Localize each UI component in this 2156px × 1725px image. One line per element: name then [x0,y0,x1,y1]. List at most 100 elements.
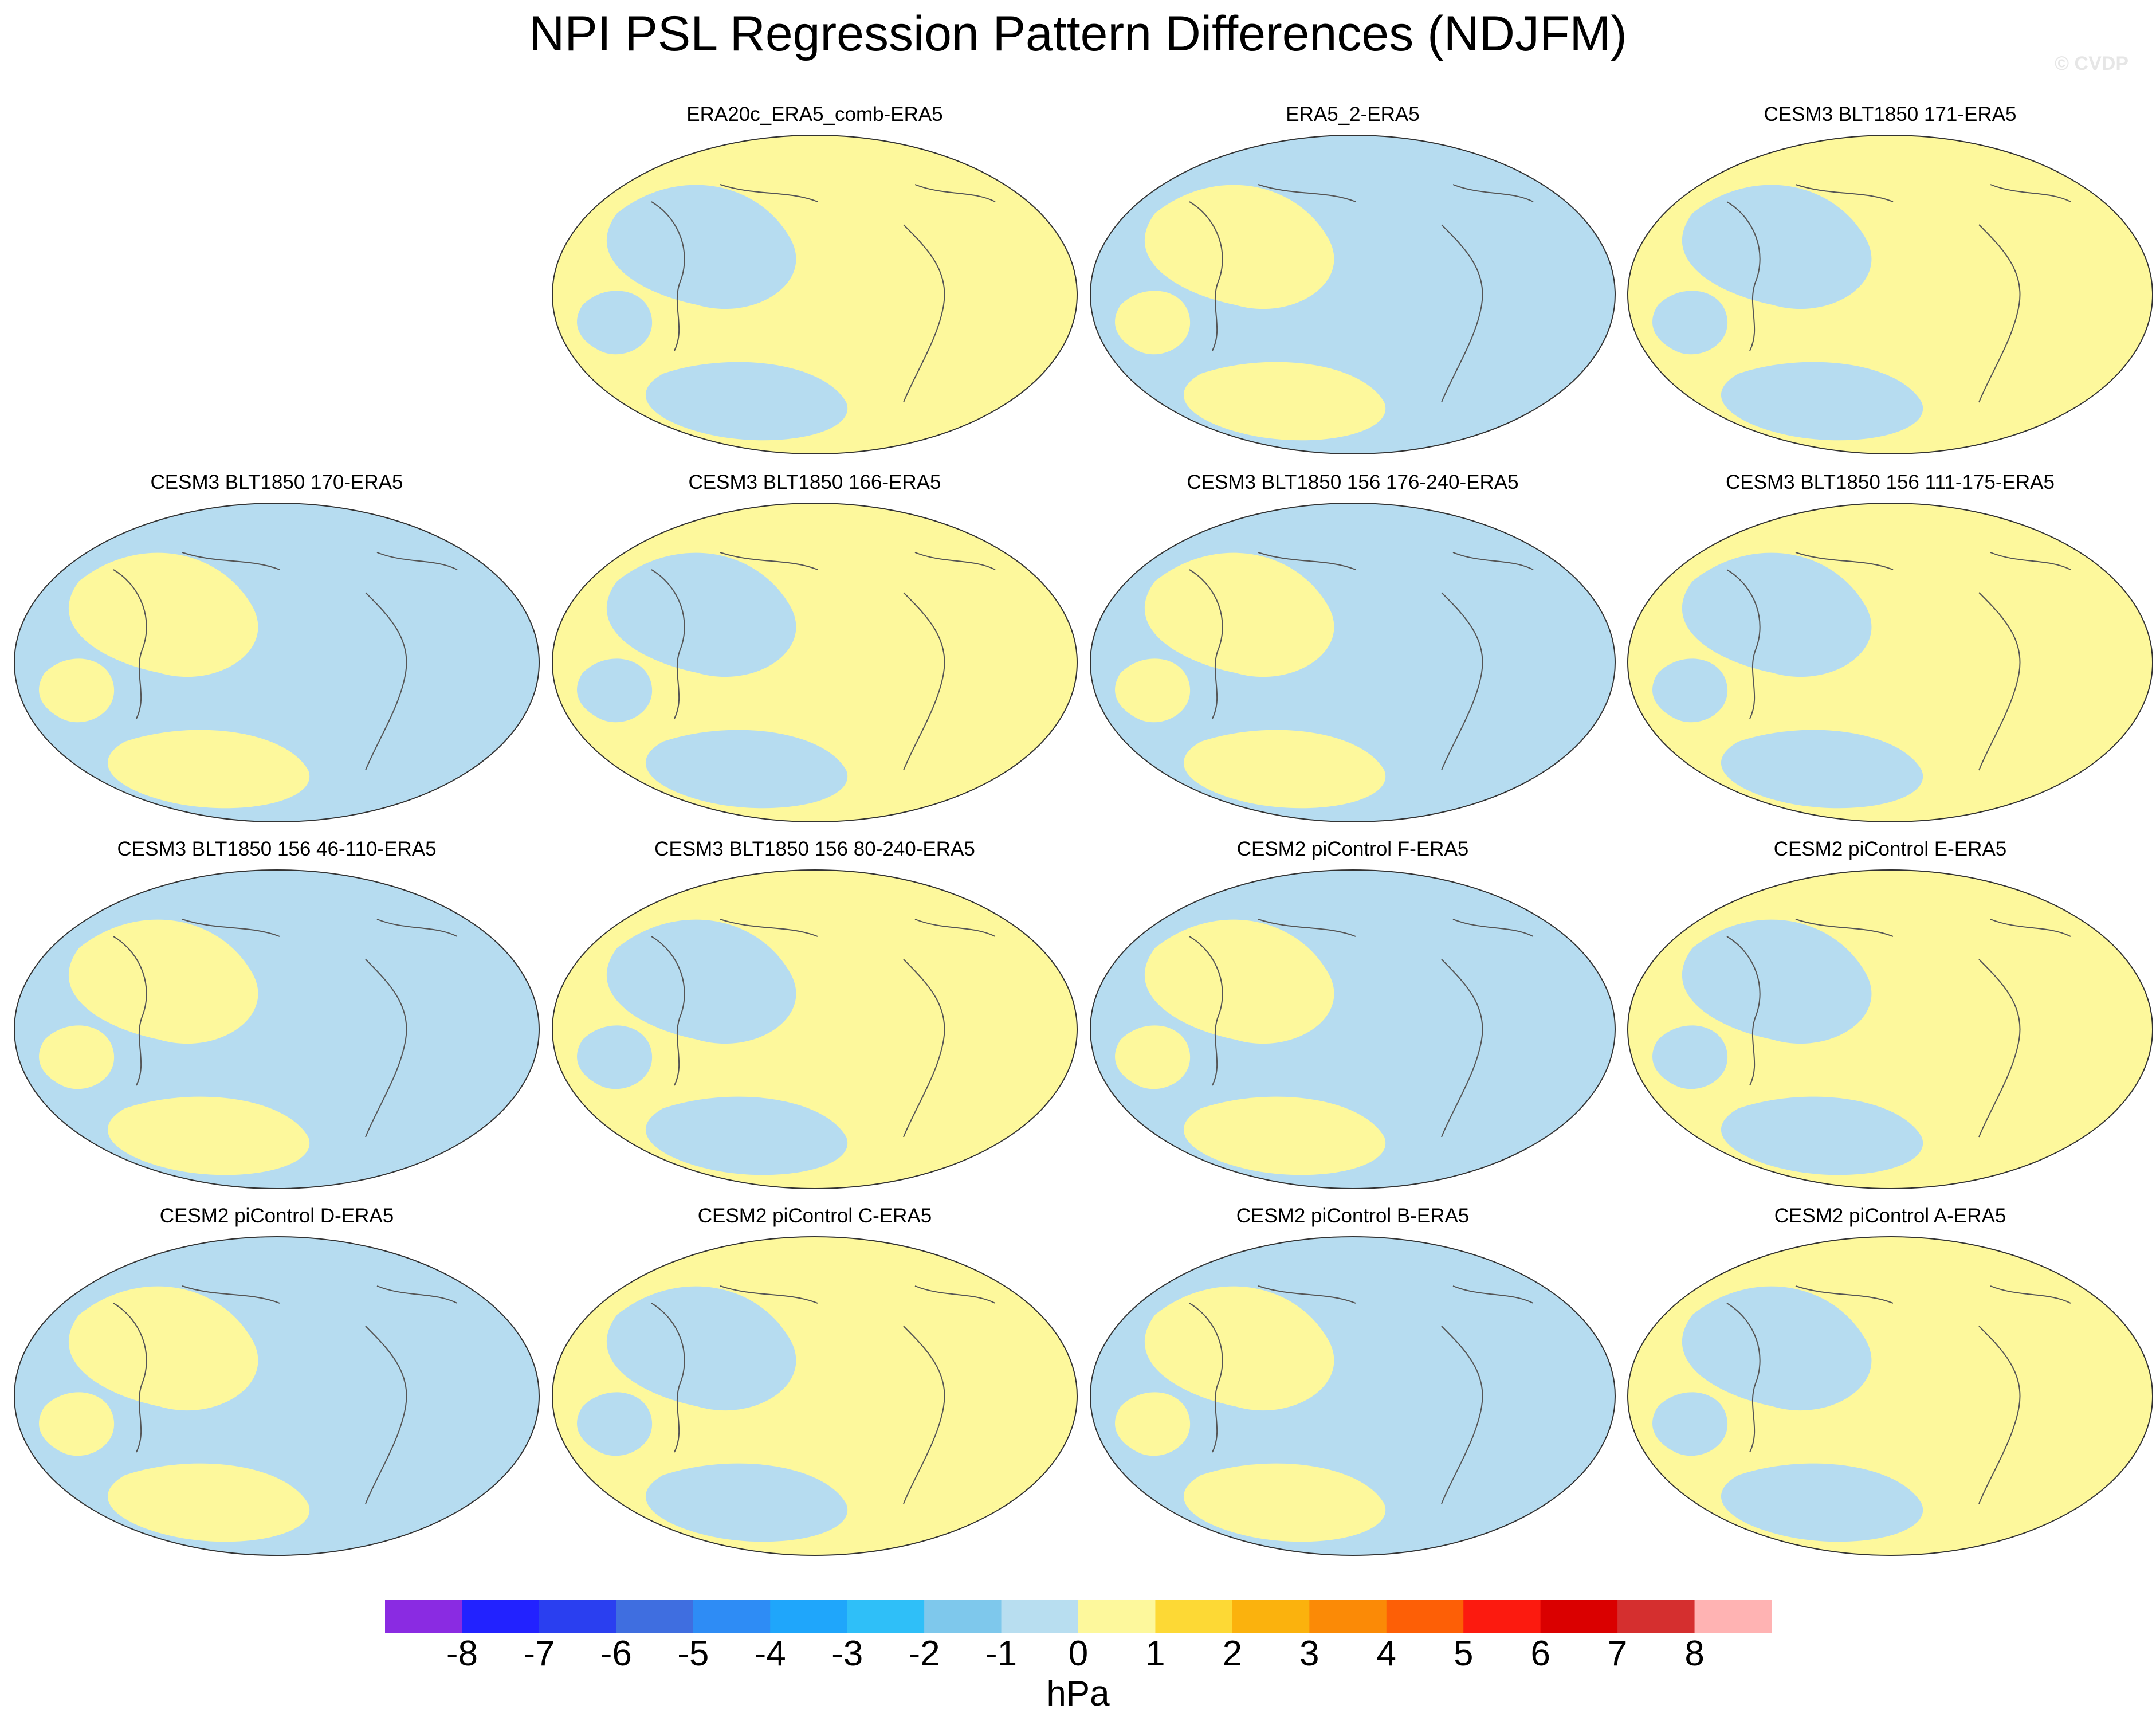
coastline [365,959,407,1138]
coastline [1258,184,1356,202]
contour-region [1682,919,1872,1044]
panel-title: CESM3 BLT1850 156 80-240-ERA5 [654,838,975,860]
contour-region [297,1020,472,1125]
coastline [113,1303,147,1453]
contour-region [1957,911,2083,970]
map-panel: CESM2 piControl C-ERA5 [548,1205,1081,1560]
coastline [1452,1285,1534,1304]
coastline [376,552,458,570]
colorbar-tick-label: -1 [985,1634,1018,1673]
coastline [1441,592,1483,771]
coastline [1441,224,1483,403]
contour-region [1115,658,1191,723]
coastline [903,959,945,1138]
contour-region [1419,911,1545,970]
globe-map [1090,1236,1616,1556]
coastline [113,569,147,719]
colorbar-swatch [847,1600,925,1633]
coastline [1978,959,2021,1138]
coastline [720,552,818,570]
contour-region [577,1392,653,1456]
colorbar-tick-label: -2 [908,1634,940,1673]
contour-region [1721,1463,1923,1542]
coastline [1441,959,1483,1138]
globe-outline [552,1236,1078,1556]
colorbar-tick-label: 0 [1068,1634,1089,1673]
contour-region [1115,291,1191,355]
contour-region [835,1020,1010,1125]
coastline [1452,184,1534,202]
contour-region [107,1463,310,1542]
globe-outline [552,503,1078,822]
map-panel: CESM2 piControl D-ERA5 [10,1205,543,1560]
contour-region [107,730,310,809]
contour-region [1419,1277,1545,1336]
panel-title: CESM2 piControl E-ERA5 [1773,838,2007,860]
panel-title: CESM3 BLT1850 156 176-240-ERA5 [1187,471,1519,493]
contour-region [1144,185,1334,309]
colorbar-tick-labels: -8 -7 -6 -5 -4 -3 -2 -1 0 1 2 3 4 5 6 7 8 [385,1633,1772,1679]
coastline [720,1285,818,1304]
contour-region [1682,1286,1872,1411]
coastline [365,1326,407,1504]
contour-region [1721,730,1923,809]
coastline [1452,552,1534,570]
map-panel: CESM3 BLT1850 156 46-110-ERA5 [10,838,543,1193]
contour-region [1373,285,1548,390]
contour-region [1115,1392,1191,1456]
contour-region [577,658,653,723]
colorbar-tick-label: -6 [600,1634,632,1673]
colorbar-tick-label: -7 [523,1634,555,1673]
coastline [651,201,685,351]
panel-title: CESM3 BLT1850 156 46-110-ERA5 [117,838,437,860]
coastline [1258,552,1356,570]
colorbar-swatch [1386,1600,1464,1633]
coastline [182,552,280,570]
contour-region [1144,1286,1334,1411]
map-panel: ERA5_2-ERA5 [1086,103,1619,458]
contour-region [881,176,1007,235]
globe-map [1627,503,2153,822]
coastline [1990,184,2071,202]
colorbar-tick-label: 8 [1684,1634,1705,1673]
contour-region [1652,291,1728,355]
coastline [1258,919,1356,937]
globe-outline [1627,1236,2153,1556]
figure-title: NPI PSL Regression Pattern Differences (… [529,6,1627,61]
panel-title: CESM3 BLT1850 171-ERA5 [1764,103,2017,126]
contour-region [606,552,796,677]
contour-region [1419,544,1545,603]
colorbar-swatch [1309,1600,1387,1633]
contour-region [1183,1096,1386,1175]
map-panel: CESM3 BLT1850 156 80-240-ERA5 [548,838,1081,1193]
coastline [914,1285,996,1304]
colorbar-swatch [539,1600,616,1633]
contour-region [1183,730,1386,809]
contour-region [645,362,848,441]
globe-map [552,135,1078,454]
contour-region [1652,1392,1728,1456]
coastline [1990,552,2071,570]
colorbar-swatch [462,1600,540,1633]
contour-region [1910,285,2086,390]
contour-region [1957,1277,2083,1336]
coastline [651,569,685,719]
colorbar-swatch [1078,1600,1156,1633]
globe-outline [552,869,1078,1189]
colorbar-tick-label: 5 [1453,1634,1474,1673]
coastline [651,936,685,1086]
contour-region [881,544,1007,603]
contour-region [1957,176,2083,235]
globe-outline [1090,503,1616,822]
colorbar [385,1600,1772,1633]
coastline [1990,919,2071,937]
coastline [1726,1303,1761,1453]
coastline [1990,1285,2071,1304]
contour-region [1721,1096,1923,1175]
map-panel: CESM2 piControl F-ERA5 [1086,838,1619,1193]
colorbar-swatch [385,1600,462,1633]
colorbar-swatch [1232,1600,1310,1633]
colorbar-units: hPa [1046,1674,1110,1714]
contour-region [107,1096,310,1175]
globe-map [552,503,1078,822]
